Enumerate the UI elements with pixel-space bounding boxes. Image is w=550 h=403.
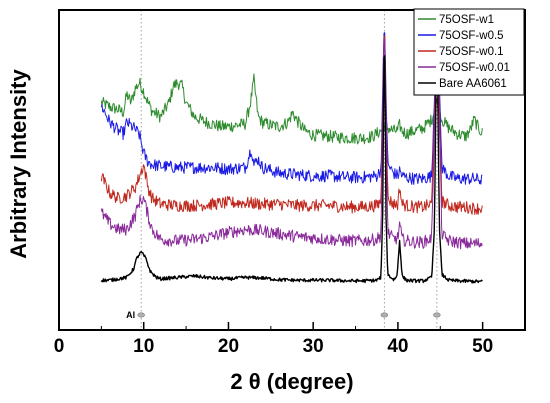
peak-marker-2: [433, 312, 441, 318]
x-tick-label-5: 50: [472, 336, 493, 357]
plot-frame: [58, 9, 526, 331]
x-axis-title: 2 θ (degree): [230, 369, 353, 394]
legend-label-w05: 75OSF-w0.5: [439, 30, 504, 42]
peak-markers: [137, 312, 441, 318]
x-tick-label-4: 40: [387, 336, 408, 357]
legend-box: [413, 8, 525, 96]
series-line-3: [100, 17, 483, 250]
peak-marker-1: [380, 312, 389, 318]
legend-label-bare: Bare AA6061: [439, 78, 507, 90]
x-tick-label-1: 10: [133, 336, 154, 357]
x-tick-label-2: 20: [218, 336, 239, 357]
annotation-al: Al: [126, 310, 135, 320]
peak-marker-0: [137, 312, 145, 318]
legend: 75OSF-w1 75OSF-w0.5 75OSF-w0.1 75OSF-w0.…: [413, 8, 525, 96]
y-axis-title: Arbitrary Intensity: [6, 68, 31, 258]
series-line-1: [100, 17, 483, 185]
series-line-4: [100, 17, 483, 284]
x-tick-label-3: 30: [303, 336, 324, 357]
legend-label-w001: 75OSF-w0.01: [439, 62, 510, 74]
legend-label-w1: 75OSF-w1: [439, 14, 494, 26]
series-line-2: [100, 17, 483, 215]
series-line-0: [100, 73, 483, 145]
legend-label-w01: 75OSF-w0.1: [439, 46, 504, 58]
x-tick-label-0: 0: [54, 336, 65, 357]
x-axis-ticks: 0 10 20 30 40 50: [54, 322, 493, 357]
series-layer: [100, 17, 483, 284]
